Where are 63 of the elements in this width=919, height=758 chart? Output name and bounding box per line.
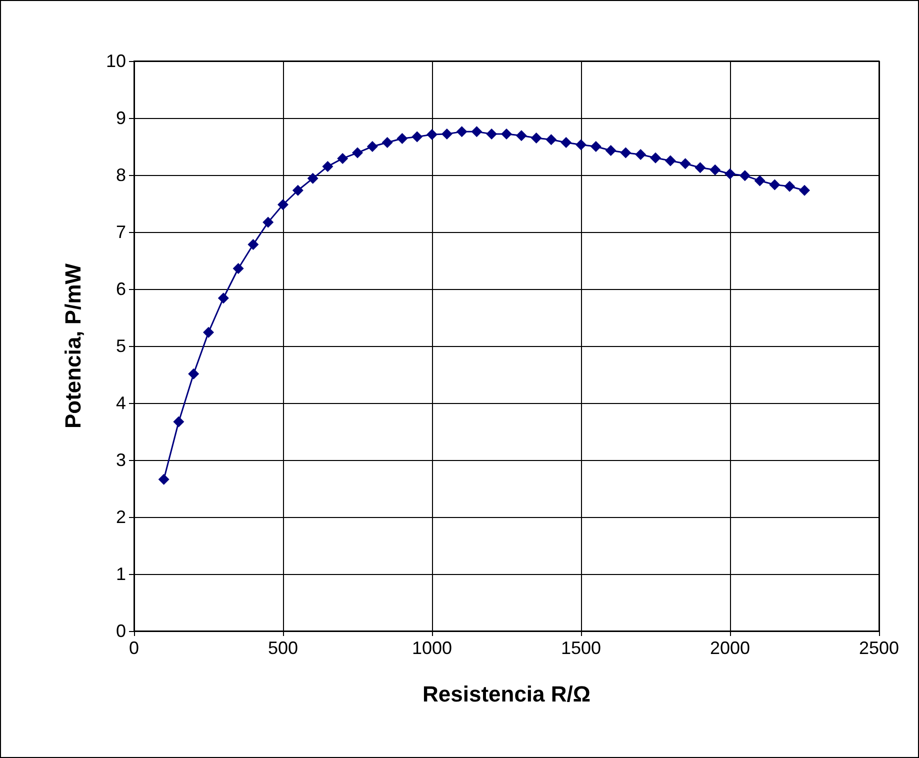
point [158, 474, 170, 485]
point [173, 416, 184, 428]
point [530, 132, 542, 144]
y-tick-label: 3 [116, 450, 126, 470]
y-tick-label: 4 [116, 393, 126, 413]
point [218, 292, 229, 304]
point [799, 184, 810, 196]
y-tick-label: 7 [116, 222, 126, 242]
point [188, 368, 200, 380]
point [337, 152, 348, 164]
point [366, 141, 378, 152]
point [262, 216, 274, 228]
point [203, 326, 214, 338]
point [441, 128, 452, 140]
point [650, 152, 661, 164]
y-tick-label: 1 [116, 564, 126, 584]
x-tick-label: 1500 [560, 638, 602, 658]
point [501, 128, 512, 140]
point [307, 172, 318, 184]
x-tick-label: 0 [128, 638, 140, 658]
point [412, 131, 423, 142]
point [248, 239, 259, 250]
point [471, 126, 482, 138]
y-tick-label: 0 [116, 621, 126, 641]
point [396, 133, 408, 144]
point [739, 170, 750, 182]
point [754, 175, 766, 186]
y-tick-label: 9 [116, 108, 126, 128]
point [352, 147, 363, 158]
point [784, 180, 796, 192]
y-tick-label: 2 [116, 507, 126, 527]
point [516, 130, 527, 142]
y-tick-label: 8 [116, 165, 126, 185]
point [590, 141, 602, 152]
y-tick-label: 6 [116, 279, 126, 299]
point [486, 128, 498, 140]
point [694, 162, 706, 174]
point [278, 199, 288, 210]
y-tick-label: 10 [106, 51, 126, 71]
x-axis-title: Resistencia R/Ω [422, 682, 591, 706]
x-tick-label: 2000 [710, 638, 750, 658]
x-tick-label: 1000 [412, 638, 452, 658]
point [546, 134, 557, 146]
point [322, 160, 334, 172]
point [456, 126, 468, 138]
point [635, 148, 646, 160]
point [769, 179, 780, 190]
point [382, 137, 393, 148]
point [605, 144, 616, 156]
y-axis-title: Potencia, P/mW [60, 263, 86, 429]
point [292, 184, 304, 196]
point [560, 137, 572, 148]
point [576, 139, 586, 150]
point [620, 147, 632, 158]
x-tick-label: 500 [268, 638, 298, 658]
point [426, 129, 438, 140]
point [680, 158, 691, 170]
point [710, 164, 721, 176]
point [664, 155, 676, 166]
point [724, 168, 736, 180]
point [232, 262, 244, 274]
x-tick-label: 2500 [858, 638, 900, 658]
y-tick-label: 5 [116, 336, 126, 356]
